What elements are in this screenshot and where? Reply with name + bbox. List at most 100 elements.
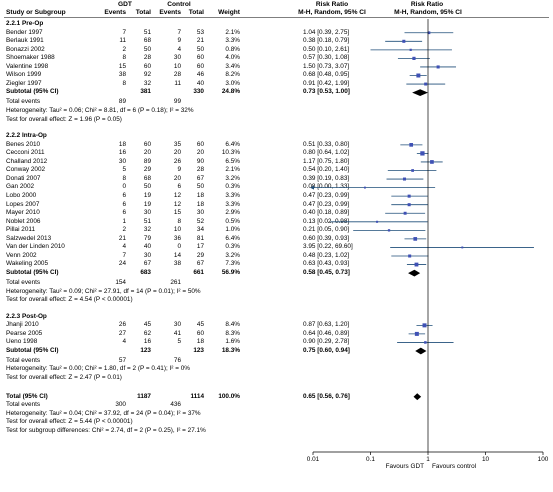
weight-cell: 18.3% (221, 346, 240, 354)
weight-cell: 7.3% (225, 260, 240, 268)
rr-ci-cell: 0.47 [0.23, 0.99] (303, 200, 350, 208)
effect-square (409, 48, 412, 51)
rr-ci-cell: 0.64 [0.46, 0.89] (303, 329, 350, 337)
control-total-cell: 60 (196, 62, 204, 70)
gdt-events-cell: 6 (122, 209, 126, 217)
study-name: Wakeling 2005 (6, 260, 49, 268)
weight-cell: 0.8% (225, 45, 240, 53)
study-name: Benes 2010 (6, 140, 41, 148)
control-events-cell: 436 (170, 401, 181, 409)
rr-ci-cell: 0.75 [0.60, 0.94] (303, 346, 350, 354)
effect-square (387, 229, 391, 232)
control-events-cell: 14 (173, 251, 181, 259)
total-events-label: Total events (6, 356, 41, 364)
weight-cell: 8.3% (225, 329, 240, 337)
control-total-cell: 40 (196, 79, 204, 87)
rr-ci-cell: 0.47 [0.23, 0.99] (303, 191, 350, 199)
control-events-header: Events (159, 9, 181, 16)
study-name: Donati 2007 (6, 174, 41, 182)
x-tick-label: 10 (481, 456, 490, 463)
effect-square (403, 211, 407, 215)
rr-ci-cell: 0.21 [0.05, 0.90] (303, 226, 350, 234)
control-total-cell: 123 (193, 346, 204, 354)
total-diamond (413, 393, 422, 401)
gdt-events-cell: 2 (122, 45, 126, 53)
gdt-events-cell: 4 (122, 243, 126, 251)
effect-square (409, 143, 414, 147)
study-name: Jhanji 2010 (6, 321, 39, 329)
control-total-cell: 60 (196, 54, 204, 62)
control-events-cell: 10 (173, 62, 181, 70)
weight-cell: 3.3% (225, 37, 240, 45)
study-column-header: Study or Subgroup (6, 9, 66, 16)
study-name: Ziegler 1997 (6, 79, 42, 87)
weight-cell: 2.1% (225, 166, 240, 174)
gdt-events-cell: 57 (118, 356, 126, 364)
rr-ci-cell: 0.54 [0.20, 1.40] (303, 166, 350, 174)
rr-ci-cell: 0.58 [0.45, 0.73] (303, 268, 350, 276)
control-events-cell: 76 (173, 356, 181, 364)
gdt-total-cell: 51 (143, 217, 151, 225)
gdt-events-cell: 15 (118, 62, 126, 70)
gdt-events-cell: 7 (122, 251, 126, 259)
gdt-total-cell: 1187 (137, 392, 151, 400)
study-name: Bonazzi 2002 (6, 45, 45, 53)
gdt-total-cell: 92 (143, 71, 151, 79)
control-events-cell: 20 (173, 174, 181, 182)
study-name: Valentine 1998 (6, 62, 49, 70)
study-name: Gan 2002 (6, 183, 35, 191)
gdt-events-cell: 8 (122, 174, 126, 182)
control-events-cell: 99 (173, 98, 181, 106)
study-name: Wilson 1999 (6, 71, 42, 79)
gdt-events-cell: 24 (118, 260, 126, 268)
gdt-total-cell: 67 (143, 260, 151, 268)
gdt-events-cell: 11 (119, 37, 126, 45)
heterogeneity-text: Heterogeneity: Tau² = 0.06; Chi² = 8.81,… (6, 107, 194, 114)
control-events-cell: 11 (174, 79, 181, 87)
subgroup-difference-text: Test for subgroup differences: Chi² = 2.… (6, 426, 206, 434)
control-total-cell: 45 (196, 321, 204, 329)
study-name: Conway 2002 (6, 166, 46, 174)
gdt-group-header: GDT (118, 1, 132, 8)
control-total-cell: 29 (196, 251, 204, 259)
study-name: Pearse 2005 (6, 329, 43, 337)
rr-ci-cell: 1.50 [0.73, 3.07] (303, 62, 350, 70)
weight-cell: 4.0% (225, 54, 240, 62)
weight-cell: 3.2% (225, 174, 240, 182)
control-total-header: Total (188, 9, 204, 16)
gdt-events-cell: 300 (115, 401, 126, 409)
rr-ci-cell: 0.50 [0.10, 2.61] (303, 45, 350, 53)
gdt-total-cell: 16 (143, 338, 151, 346)
gdt-events-cell: 2 (122, 226, 126, 234)
subgroup-title: 2.2.1 Pre-Op (6, 20, 44, 27)
control-total-cell: 17 (196, 243, 204, 251)
weight-cell: 2.1% (225, 28, 240, 36)
heterogeneity-text: Heterogeneity: Tau² = 0.09; Chi² = 27.91… (6, 287, 201, 295)
gdt-events-cell: 4 (122, 338, 126, 346)
heterogeneity-text: Heterogeneity: Tau² = 0.04; Chi² = 37.92… (6, 409, 201, 417)
gdt-total-cell: 29 (143, 166, 151, 174)
effect-square (422, 323, 427, 328)
subtotal-label: Subtotal (95% CI) (6, 88, 59, 96)
subtotal-label: Subtotal (95% CI) (6, 268, 59, 276)
rr-ci-cell: 0.80 [0.64, 1.02] (303, 149, 350, 157)
rr-ci-cell: 0.40 [0.18, 0.89] (303, 209, 350, 217)
study-name: Berlauk 1991 (6, 37, 44, 45)
rr-ci-cell: 0.13 [0.02, 0.98] (303, 217, 350, 225)
control-events-cell: 28 (173, 71, 181, 79)
control-total-cell: 46 (196, 71, 204, 79)
gdt-total-cell: 381 (140, 88, 151, 96)
control-total-cell: 50 (196, 183, 204, 191)
subgroup-title: 2.2.2 Intra-Op (6, 132, 47, 140)
rr-ci-cell: 0.08 [0.00, 1.33] (303, 183, 350, 191)
rr-ci-cell: 0.60 [0.39, 0.93] (303, 234, 350, 242)
effect-square (416, 73, 421, 78)
gdt-total-cell: 68 (143, 37, 151, 45)
gdt-events-cell: 30 (118, 157, 126, 165)
weight-cell: 0.3% (225, 183, 240, 191)
gdt-total-cell: 123 (140, 346, 151, 354)
x-tick-label: 100 (537, 456, 549, 463)
gdt-total-cell: 683 (140, 268, 151, 276)
control-total-cell: 53 (196, 28, 204, 36)
rr-ci-cell: 0.38 [0.18, 0.79] (303, 37, 350, 45)
